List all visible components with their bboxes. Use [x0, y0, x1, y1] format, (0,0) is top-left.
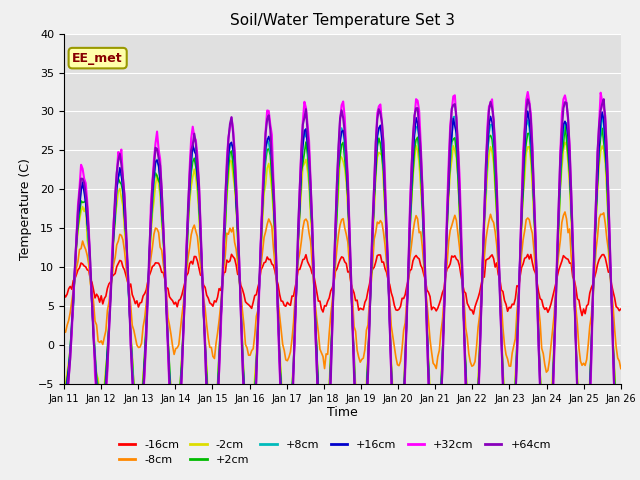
Line: +2cm: +2cm — [64, 125, 621, 471]
-2cm — [506, 453, 513, 459]
-16cm — [578, 312, 586, 318]
-2cm — [303, 168, 311, 174]
-16cm — [246, 303, 254, 309]
-2cm — [244, 427, 252, 432]
-2cm — [561, 139, 569, 145]
Line: +8cm: +8cm — [64, 114, 621, 478]
Y-axis label: Temperature (C): Temperature (C) — [19, 158, 33, 260]
Title: Soil/Water Temperature Set 3: Soil/Water Temperature Set 3 — [230, 13, 455, 28]
-16cm — [60, 291, 68, 297]
+2cm — [580, 468, 588, 474]
-16cm — [589, 281, 596, 287]
X-axis label: Time: Time — [327, 407, 358, 420]
+64cm — [244, 477, 252, 480]
+8cm — [254, 322, 262, 328]
-2cm — [129, 351, 136, 357]
-16cm — [617, 306, 625, 312]
-2cm — [589, 302, 596, 308]
-8cm — [561, 209, 569, 215]
+8cm — [226, 143, 234, 148]
+32cm — [244, 479, 252, 480]
+64cm — [254, 326, 262, 332]
-8cm — [543, 369, 550, 375]
Line: -2cm: -2cm — [64, 142, 621, 456]
-8cm — [303, 219, 311, 225]
+2cm — [60, 390, 68, 396]
+32cm — [129, 372, 136, 377]
+32cm — [588, 360, 595, 365]
+16cm — [60, 395, 68, 401]
+32cm — [303, 121, 311, 127]
+16cm — [254, 318, 262, 324]
+2cm — [589, 302, 596, 308]
+16cm — [524, 108, 532, 114]
+8cm — [586, 387, 594, 393]
+8cm — [617, 475, 625, 480]
+8cm — [244, 451, 252, 457]
Line: +16cm: +16cm — [64, 111, 621, 480]
-8cm — [244, 352, 252, 358]
-8cm — [226, 226, 234, 231]
+64cm — [129, 374, 136, 380]
+8cm — [60, 396, 68, 402]
Line: -16cm: -16cm — [64, 254, 621, 315]
-16cm — [226, 258, 234, 264]
+2cm — [303, 152, 311, 157]
Line: +32cm: +32cm — [64, 92, 621, 480]
+64cm — [226, 121, 234, 127]
-2cm — [254, 319, 262, 325]
+2cm — [561, 122, 569, 128]
+8cm — [303, 135, 311, 141]
+16cm — [129, 371, 136, 377]
+8cm — [129, 362, 136, 368]
Line: +64cm: +64cm — [64, 99, 621, 480]
+32cm — [524, 89, 532, 95]
+16cm — [226, 141, 234, 147]
-2cm — [617, 447, 625, 453]
-16cm — [129, 292, 136, 298]
-2cm — [60, 383, 68, 388]
-2cm — [226, 157, 234, 163]
+64cm — [60, 408, 68, 414]
+16cm — [244, 453, 252, 459]
-16cm — [255, 279, 263, 285]
Line: -8cm: -8cm — [64, 212, 621, 372]
+32cm — [254, 330, 262, 336]
+64cm — [588, 350, 595, 356]
-16cm — [228, 252, 236, 257]
+2cm — [254, 325, 262, 331]
+2cm — [244, 438, 252, 444]
-8cm — [589, 292, 596, 298]
+2cm — [129, 356, 136, 361]
-8cm — [617, 366, 625, 372]
+2cm — [226, 150, 234, 156]
-8cm — [254, 308, 262, 313]
-8cm — [60, 328, 68, 334]
Text: EE_met: EE_met — [72, 52, 123, 65]
-8cm — [129, 323, 136, 328]
+64cm — [600, 96, 607, 102]
+8cm — [598, 111, 606, 117]
+32cm — [226, 124, 234, 130]
+64cm — [303, 128, 311, 133]
Legend: -16cm, -8cm, -2cm, +2cm, +8cm, +16cm, +32cm, +64cm: -16cm, -8cm, -2cm, +2cm, +8cm, +16cm, +3… — [114, 435, 556, 469]
+16cm — [303, 143, 311, 149]
-16cm — [305, 262, 313, 268]
+32cm — [60, 416, 68, 422]
+16cm — [588, 346, 595, 352]
+2cm — [617, 457, 625, 463]
